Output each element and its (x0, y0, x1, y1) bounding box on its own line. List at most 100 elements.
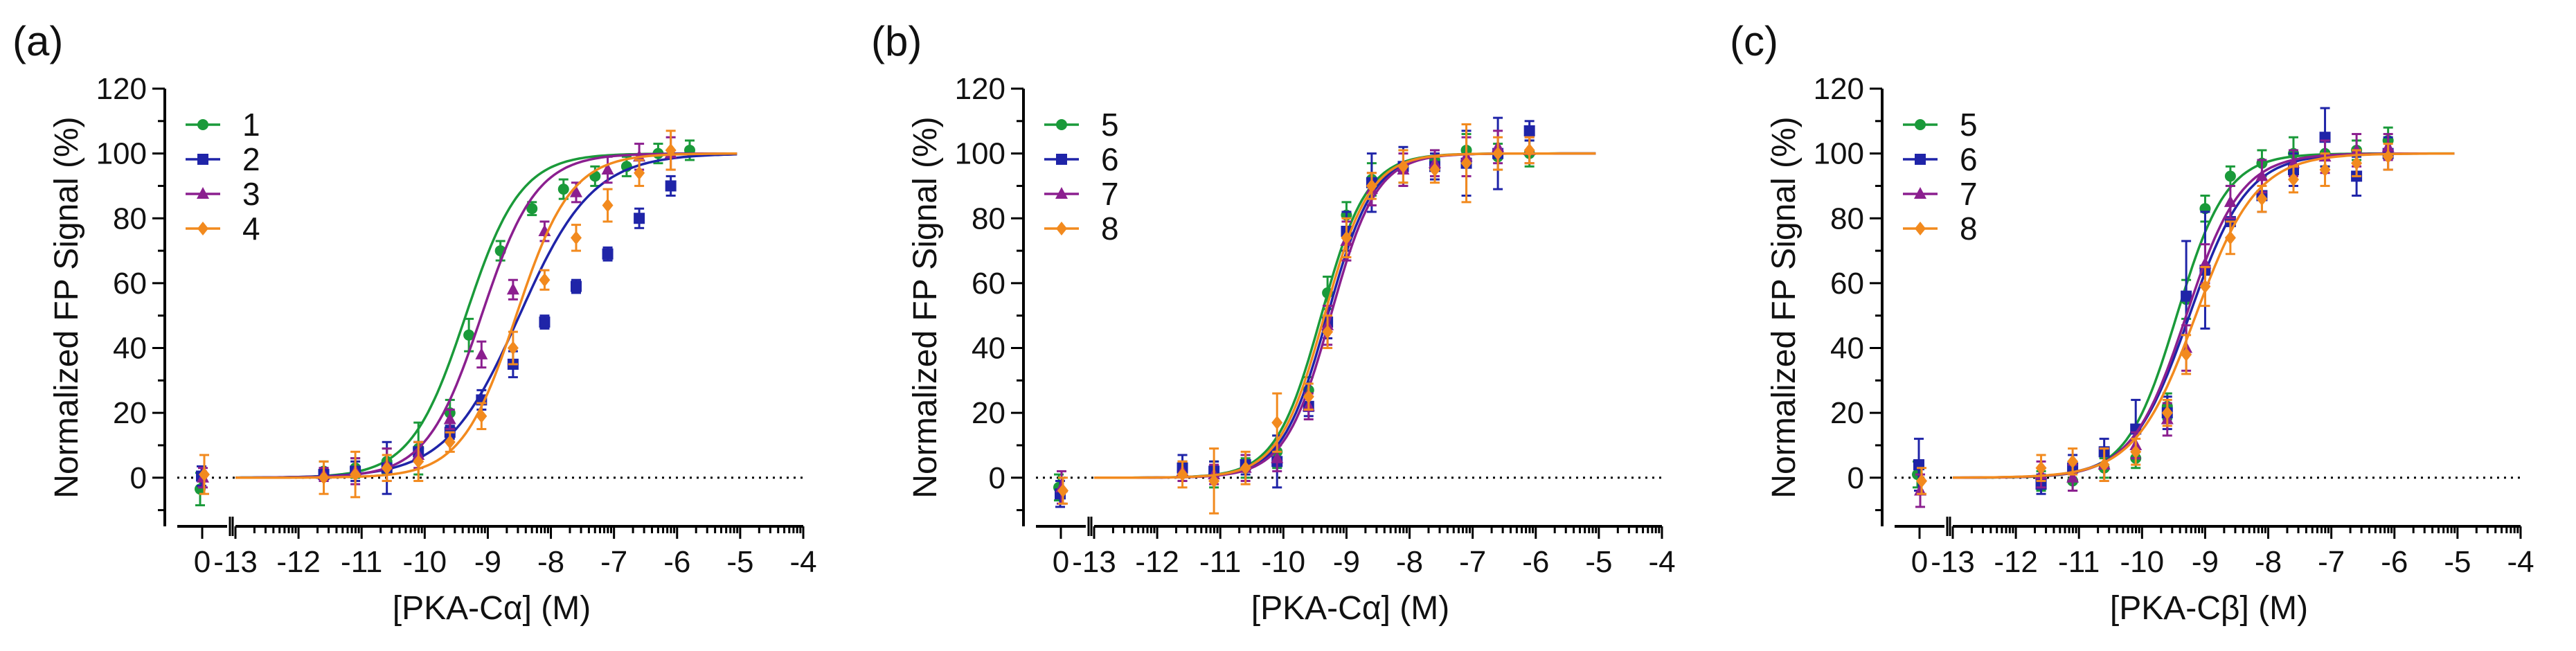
y-tick-label: 40 (113, 332, 147, 366)
y-tick-label: 120 (96, 72, 147, 106)
zero-data-point (1914, 483, 1926, 496)
fit-curve (1953, 152, 2455, 479)
x-tick-label: -7 (1459, 545, 1486, 579)
data-point (1429, 163, 1440, 177)
x-zero-tick-label: 0 (194, 545, 211, 579)
legend-marker (1914, 187, 1926, 199)
legend-entry-4: 4 (186, 211, 260, 247)
data-point (2256, 192, 2268, 206)
data-point (318, 470, 330, 485)
series-4 (199, 130, 737, 499)
legend-marker (1056, 119, 1067, 130)
legend-label: 5 (1960, 107, 1978, 143)
x-tick-label: -11 (1199, 545, 1241, 579)
data-point (539, 316, 551, 328)
data-point (350, 467, 361, 482)
x-tick-label: -13 (1931, 545, 1975, 579)
y-tick-label: 80 (1830, 202, 1864, 235)
data-point (381, 461, 393, 475)
legend-entry-5: 5 (1903, 107, 1978, 143)
x-tick-label: -13 (1072, 545, 1116, 579)
legend-marker (1056, 222, 1067, 235)
data-point (571, 231, 582, 245)
legend-label: 4 (242, 211, 260, 247)
data-point (1271, 416, 1283, 430)
data-point (571, 280, 582, 292)
y-tick-label: 20 (1830, 396, 1864, 430)
series-1 (195, 139, 737, 507)
y-tick-label: 100 (955, 137, 1005, 171)
zero-data-point (1057, 483, 1068, 498)
data-point (557, 184, 569, 195)
data-point (2199, 279, 2211, 294)
series-5 (1912, 126, 2455, 492)
x-tick-label: -8 (2255, 545, 2282, 579)
legend-marker (197, 222, 208, 235)
x-axis-title: [PKA-Cβ] (M) (2110, 590, 2308, 627)
legend-marker (1056, 154, 1067, 165)
x-tick-label: -11 (341, 545, 382, 579)
x-tick-label: -7 (600, 545, 627, 579)
data-point (2161, 406, 2173, 420)
data-point (476, 409, 488, 423)
x-tick-label: -9 (474, 545, 501, 579)
series-2 (196, 153, 737, 495)
data-point (2181, 290, 2192, 302)
x-axis-title: [PKA-Cα] (M) (1251, 590, 1449, 627)
x-tick-label: -5 (2444, 545, 2471, 579)
y-tick-label: 0 (989, 461, 1005, 495)
legend-entry-3: 3 (186, 176, 260, 212)
y-axis-title: Normalized FP Signal (%) (48, 116, 85, 498)
series-8 (1057, 123, 1596, 515)
series-6 (1913, 107, 2455, 495)
data-point (443, 412, 456, 425)
data-point (1523, 125, 1535, 136)
legend-entry-6: 6 (1903, 141, 1978, 177)
data-point (1460, 156, 1472, 170)
panel-label: (a) (12, 18, 63, 64)
y-tick-label: 40 (1830, 332, 1864, 366)
y-axis-title: Normalized FP Signal (%) (907, 116, 944, 498)
legend-entry-7: 7 (1044, 176, 1119, 212)
x-tick-label: -13 (213, 545, 258, 579)
data-point (2035, 461, 2047, 475)
y-tick-label: 100 (96, 137, 147, 171)
data-point (2224, 195, 2237, 207)
y-tick-label: 40 (972, 332, 1005, 366)
x-tick-label: -10 (403, 545, 447, 579)
data-point (634, 166, 645, 180)
legend-label: 7 (1960, 176, 1978, 212)
y-tick-label: 120 (1814, 72, 1864, 106)
zero-data-point (199, 467, 210, 482)
data-point (2224, 170, 2236, 182)
data-point (2067, 454, 2079, 469)
legend-label: 7 (1101, 176, 1119, 212)
legend-marker (1915, 119, 1926, 130)
legend-entry-8: 8 (1903, 211, 1978, 247)
y-tick-label: 80 (113, 202, 147, 235)
legend-entry-7: 7 (1903, 176, 1978, 212)
x-axis-title: [PKA-Cα] (M) (393, 590, 591, 627)
data-point (2351, 156, 2363, 170)
x-tick-label: -10 (1262, 545, 1306, 579)
x-tick-label: -7 (2318, 545, 2345, 579)
legend-entry-5: 5 (1044, 107, 1119, 143)
legend-label: 8 (1101, 211, 1119, 247)
data-point (539, 273, 551, 287)
legend-entry-2: 2 (186, 141, 260, 177)
data-point (1397, 159, 1409, 174)
data-point (444, 435, 456, 449)
panel-label: (c) (1730, 18, 1778, 64)
x-tick-label: -4 (2507, 545, 2534, 579)
x-tick-label: -4 (789, 545, 816, 579)
x-tick-label: -12 (1994, 545, 2038, 579)
fit-curve (1094, 152, 1596, 479)
x-zero-tick-label: 0 (1911, 545, 1928, 579)
y-axis-title: Normalized FP Signal (%) (1766, 116, 1803, 498)
data-point (1177, 467, 1188, 482)
data-point (665, 180, 677, 192)
